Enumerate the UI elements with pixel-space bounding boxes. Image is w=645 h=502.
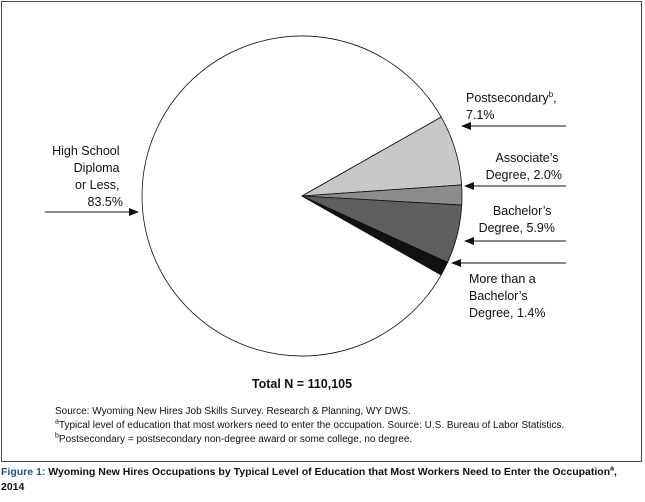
footnote-b: bPostsecondary = postsecondary non-degre… <box>55 432 413 445</box>
footnotes: Source: Wyoming New Hires Job Skills Sur… <box>55 405 564 447</box>
label-more-than-bachelors: More than a Bachelor’s Degree, 1.4% <box>469 272 545 320</box>
label-associates: Associate’s Degree, 2.0% <box>486 151 562 182</box>
figure-caption: Figure 1: Wyoming New Hires Occupations … <box>1 465 641 495</box>
pie-slices <box>141 35 463 357</box>
figure-number: Figure 1: <box>1 466 46 478</box>
footnote-a: aTypical level of education that most wo… <box>55 418 565 431</box>
slice-more-than-bachelors <box>301 195 449 276</box>
figure-year: , 2014 <box>1 466 617 493</box>
total-label: Total N = 110,105 <box>252 377 352 391</box>
label-high-school: High School Diploma or Less, 83.5% <box>52 144 123 209</box>
figure-frame <box>1 1 642 462</box>
source-note: Source: Wyoming New Hires Job Skills Sur… <box>55 406 411 417</box>
label-postsecondary: Postsecondaryb, 7.1% <box>466 90 560 122</box>
figure-title: Wyoming New Hires Occupations by Typical… <box>45 466 611 478</box>
pie-chart: High School Diploma or Less, 83.5% Posts… <box>45 35 566 391</box>
label-bachelors: Bachelor’s Degree, 5.9% <box>479 204 555 235</box>
slice-high-school <box>141 35 442 357</box>
figure-title-sup: a <box>610 465 615 473</box>
